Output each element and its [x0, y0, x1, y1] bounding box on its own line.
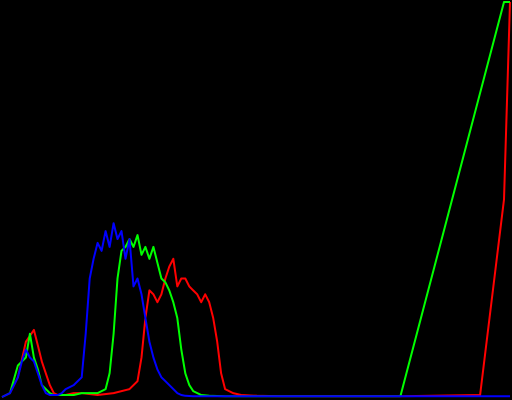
series-line-2 — [1, 222, 510, 398]
